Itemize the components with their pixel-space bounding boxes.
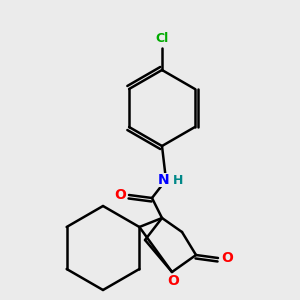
Text: O: O bbox=[167, 274, 179, 288]
Text: N: N bbox=[158, 173, 170, 187]
Text: O: O bbox=[221, 251, 233, 265]
Text: Cl: Cl bbox=[155, 32, 169, 46]
Text: H: H bbox=[173, 173, 183, 187]
Text: O: O bbox=[114, 188, 126, 202]
